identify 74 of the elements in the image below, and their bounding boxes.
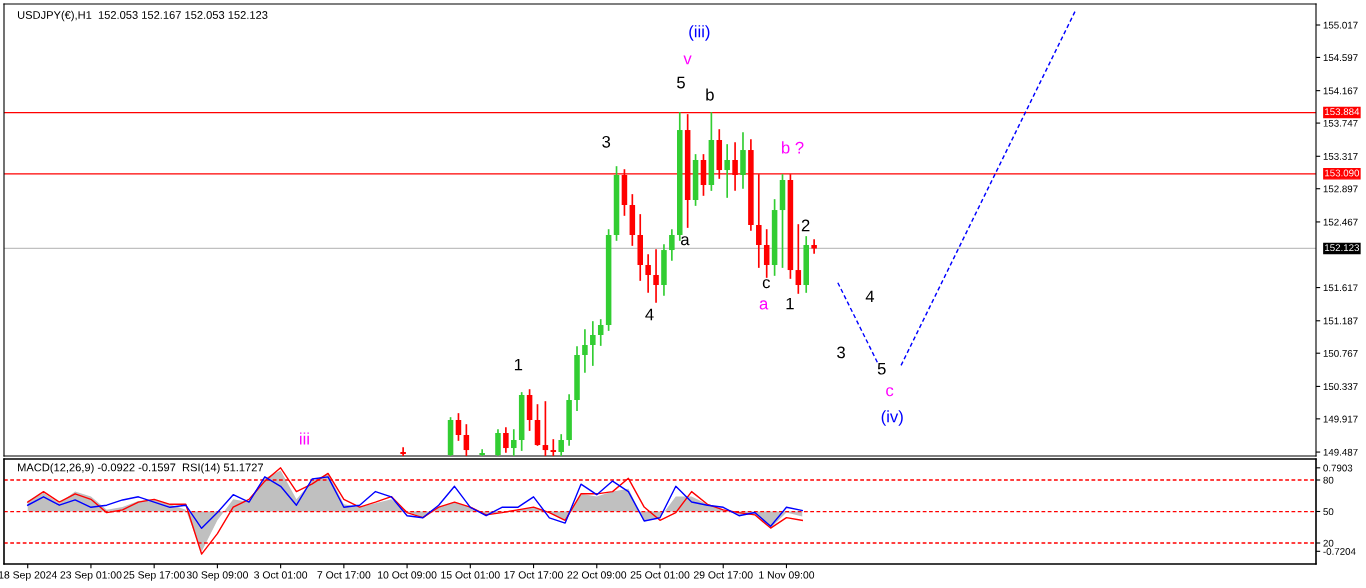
y-tick-label: 151.617 <box>1323 284 1358 292</box>
annotation: 1 <box>786 297 794 310</box>
candlestick <box>645 254 651 293</box>
candlestick <box>503 427 509 453</box>
x-tick-label: 23 Sep 01:00 <box>60 571 122 581</box>
x-tick-label: 3 Oct 01:00 <box>254 571 308 579</box>
ref-line-label: 153.884 <box>1325 108 1360 116</box>
annotation: 4 <box>645 308 654 321</box>
x-tick-label: 30 Sep 09:00 <box>186 571 248 581</box>
candlestick <box>669 229 675 261</box>
y-tick-label: 153.747 <box>1323 119 1358 127</box>
x-tick-label: 29 Oct 17:00 <box>693 571 753 579</box>
y2-tick-label: 0.7903 <box>1323 464 1353 472</box>
annotation: a <box>759 300 769 310</box>
annotation: 2 <box>801 219 810 232</box>
annotation: 5 <box>877 362 886 375</box>
line-series <box>27 476 803 529</box>
candlestick <box>795 224 802 294</box>
candlestick <box>653 249 659 303</box>
y-tick-label: 152.467 <box>1323 218 1358 226</box>
annotation: c <box>762 279 770 289</box>
candlestick <box>590 321 596 366</box>
candlestick <box>511 429 517 456</box>
x-tick-label: 22 Oct 09:00 <box>567 571 627 579</box>
x-tick-label: 7 Oct 17:00 <box>317 571 371 579</box>
annotation: b <box>706 88 714 101</box>
x-tick-label: 25 Sep 17:00 <box>123 571 185 581</box>
y-tick-label: 150.767 <box>1323 349 1358 357</box>
candlestick <box>811 239 817 254</box>
candlestick <box>724 144 730 198</box>
y-tick-label: 152.897 <box>1323 185 1358 193</box>
y-tick-label: 155.017 <box>1323 21 1358 29</box>
annotation: 3 <box>602 135 611 148</box>
annotation: (iv) <box>881 410 903 426</box>
x-tick-label: 17 Oct 17:00 <box>504 571 563 579</box>
annotation: b ? <box>782 141 804 154</box>
y-tick-label: 154.167 <box>1323 87 1358 95</box>
annotation: a <box>681 236 690 246</box>
annotation: 4 <box>865 290 875 303</box>
x-tick-label: 1 Nov 09:00 <box>759 571 815 579</box>
x-tick-label: 10 Oct 09:00 <box>378 571 437 579</box>
x-tick-label: 15 Oct 01:00 <box>441 571 500 579</box>
candlestick <box>582 329 588 373</box>
y-tick-label: 80 <box>1323 476 1334 484</box>
candlestick <box>463 424 470 456</box>
candlestick <box>763 229 770 278</box>
candlestick <box>455 413 462 441</box>
y2-tick-label: -0.7204 <box>1323 548 1356 555</box>
chart-title: MACD(12,26,9) -0.0922 -0.1597 RSI(14) 51.1727 <box>18 463 263 474</box>
candlestick <box>400 447 406 456</box>
y-tick-label: 50 <box>1323 508 1334 516</box>
candlestick <box>479 449 485 456</box>
text: USDJPY(€),H1 152.053 152.167 152.053 152.123 <box>17 10 268 22</box>
y-tick-label: 149.917 <box>1323 415 1358 423</box>
candlestick <box>550 439 557 456</box>
y-tick-label: 153.317 <box>1323 153 1358 160</box>
annotation: c <box>886 387 894 397</box>
ref-line-label: 153.090 <box>1325 169 1360 177</box>
y-tick-label: 150.337 <box>1323 383 1358 391</box>
annotation: 1 <box>514 358 523 371</box>
annotation: 5 <box>677 76 685 89</box>
candlestick <box>597 319 604 346</box>
annotation: 3 <box>837 346 845 359</box>
x-tick-label: 25 Oct 01:00 <box>630 571 690 579</box>
y-tick-label: 20 <box>1323 539 1334 547</box>
annotation: v <box>683 55 692 65</box>
ref-line-label: 152.123 <box>1325 244 1360 252</box>
y-tick-label: 154.597 <box>1323 54 1358 62</box>
annotation: iii <box>300 432 309 445</box>
y-tick-label: 149.487 <box>1323 448 1358 456</box>
annotation: (iii) <box>689 25 710 41</box>
candlestick <box>495 429 501 456</box>
candlestick <box>558 434 564 456</box>
y-tick-label: 151.187 <box>1323 317 1358 325</box>
